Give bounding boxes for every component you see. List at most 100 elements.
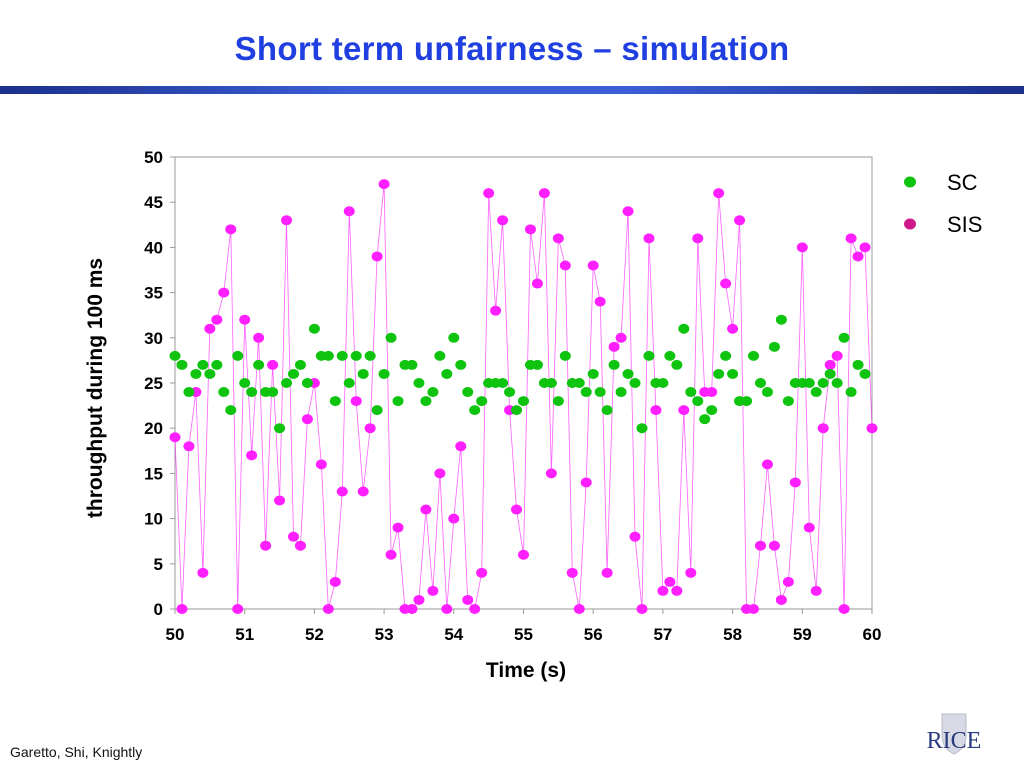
data-point-sc: [838, 332, 850, 343]
data-point-sc: [204, 368, 216, 379]
data-point-sc: [364, 350, 376, 361]
data-point-sc: [531, 359, 543, 370]
data-point-sis: [455, 441, 467, 452]
data-point-sc: [476, 396, 488, 407]
data-point-sis: [761, 459, 773, 470]
legend-marker-sc: [904, 176, 916, 188]
y-tick-label: 15: [144, 464, 163, 483]
data-point-sis: [239, 314, 251, 325]
legend-label-sc: SC: [947, 170, 978, 195]
data-point-sc: [462, 387, 474, 398]
data-point-sc: [845, 387, 857, 398]
data-point-sis: [789, 477, 801, 488]
data-point-sis: [566, 567, 578, 578]
x-axis: 50 51 52 53 54 55 56 57 58 59 60: [166, 609, 881, 644]
data-point-sis: [211, 314, 223, 325]
footer-authors: Garetto, Shi, Knightly: [10, 744, 143, 760]
data-point-sis: [643, 233, 655, 244]
data-point-sc: [685, 387, 697, 398]
data-point-sc: [852, 359, 864, 370]
data-point-sc: [727, 368, 739, 379]
legend: SC SIS: [904, 170, 982, 237]
data-point-sis: [315, 459, 327, 470]
data-point-sis: [246, 450, 258, 461]
data-point-sc: [552, 396, 564, 407]
data-point-sis: [706, 387, 718, 398]
data-point-sis: [538, 188, 550, 199]
data-point-sc: [775, 314, 787, 325]
data-point-sc: [713, 368, 725, 379]
series-layer: [169, 179, 878, 614]
data-point-sc: [803, 378, 815, 388]
data-point-sis: [343, 206, 355, 217]
y-tick-label: 10: [144, 510, 163, 529]
data-point-sis: [406, 604, 418, 614]
data-point-sis: [497, 215, 509, 226]
data-point-sc: [392, 396, 404, 407]
data-point-sc: [308, 323, 320, 334]
data-point-sc: [427, 387, 439, 398]
data-point-sc: [782, 396, 794, 407]
data-point-sc: [448, 332, 460, 343]
data-point-sc: [748, 350, 760, 361]
y-tick-label: 5: [154, 555, 163, 574]
data-point-sc: [329, 396, 341, 407]
data-point-sis: [768, 540, 780, 551]
data-point-sc: [761, 387, 773, 398]
data-point-sis: [204, 323, 216, 334]
data-point-sis: [754, 540, 766, 551]
data-point-sc: [246, 387, 258, 398]
data-point-sc: [343, 378, 355, 388]
data-point-sis: [218, 287, 230, 298]
data-point-sc: [741, 396, 753, 407]
data-point-sc: [636, 423, 648, 434]
y-axis-label: throughput during 100 ms: [84, 258, 107, 518]
data-point-sis: [831, 350, 843, 361]
x-tick-label: 55: [514, 625, 533, 644]
data-point-sc: [211, 359, 223, 370]
x-tick-label: 53: [375, 625, 394, 644]
y-axis: 0 5 10 15 20 25 30 35 40 45 50: [144, 148, 175, 619]
data-point-sis: [434, 468, 446, 479]
data-point-sc: [218, 387, 230, 398]
data-point-sis: [518, 549, 529, 560]
data-point-sc: [615, 387, 627, 398]
data-point-sis: [782, 576, 794, 587]
data-point-sis: [657, 585, 669, 596]
y-tick-label: 35: [144, 284, 163, 303]
data-point-sis: [622, 206, 634, 217]
data-point-sis: [573, 604, 585, 614]
data-point-sc: [601, 405, 613, 416]
data-point-sis: [483, 188, 495, 199]
x-tick-label: 58: [723, 625, 742, 644]
x-tick-label: 51: [235, 625, 254, 644]
y-tick-label: 40: [144, 238, 163, 257]
data-point-sc: [831, 378, 843, 388]
data-point-sis: [183, 441, 195, 452]
data-point-sis: [197, 567, 209, 578]
data-point-sis: [287, 531, 299, 542]
x-tick-label: 57: [653, 625, 672, 644]
data-point-sis: [511, 504, 523, 515]
data-point-sc: [664, 350, 676, 361]
data-point-sis: [838, 604, 850, 614]
data-point-sis: [176, 604, 188, 614]
data-point-sc: [511, 405, 523, 416]
data-point-sc: [824, 368, 836, 379]
data-point-sis: [817, 423, 829, 434]
data-point-sc: [385, 332, 397, 343]
data-point-sis: [629, 531, 641, 542]
data-point-sc: [706, 405, 718, 416]
data-point-sc: [671, 359, 683, 370]
data-point-sc: [754, 378, 766, 388]
data-point-sis: [531, 278, 543, 289]
y-tick-label: 20: [144, 419, 163, 438]
data-point-sc: [497, 378, 509, 388]
data-point-sc: [587, 368, 599, 379]
legend-label-sis: SIS: [947, 212, 982, 237]
data-point-sis: [685, 567, 697, 578]
x-tick-label: 59: [793, 625, 812, 644]
y-tick-label: 0: [154, 600, 163, 619]
data-point-sis: [601, 567, 613, 578]
